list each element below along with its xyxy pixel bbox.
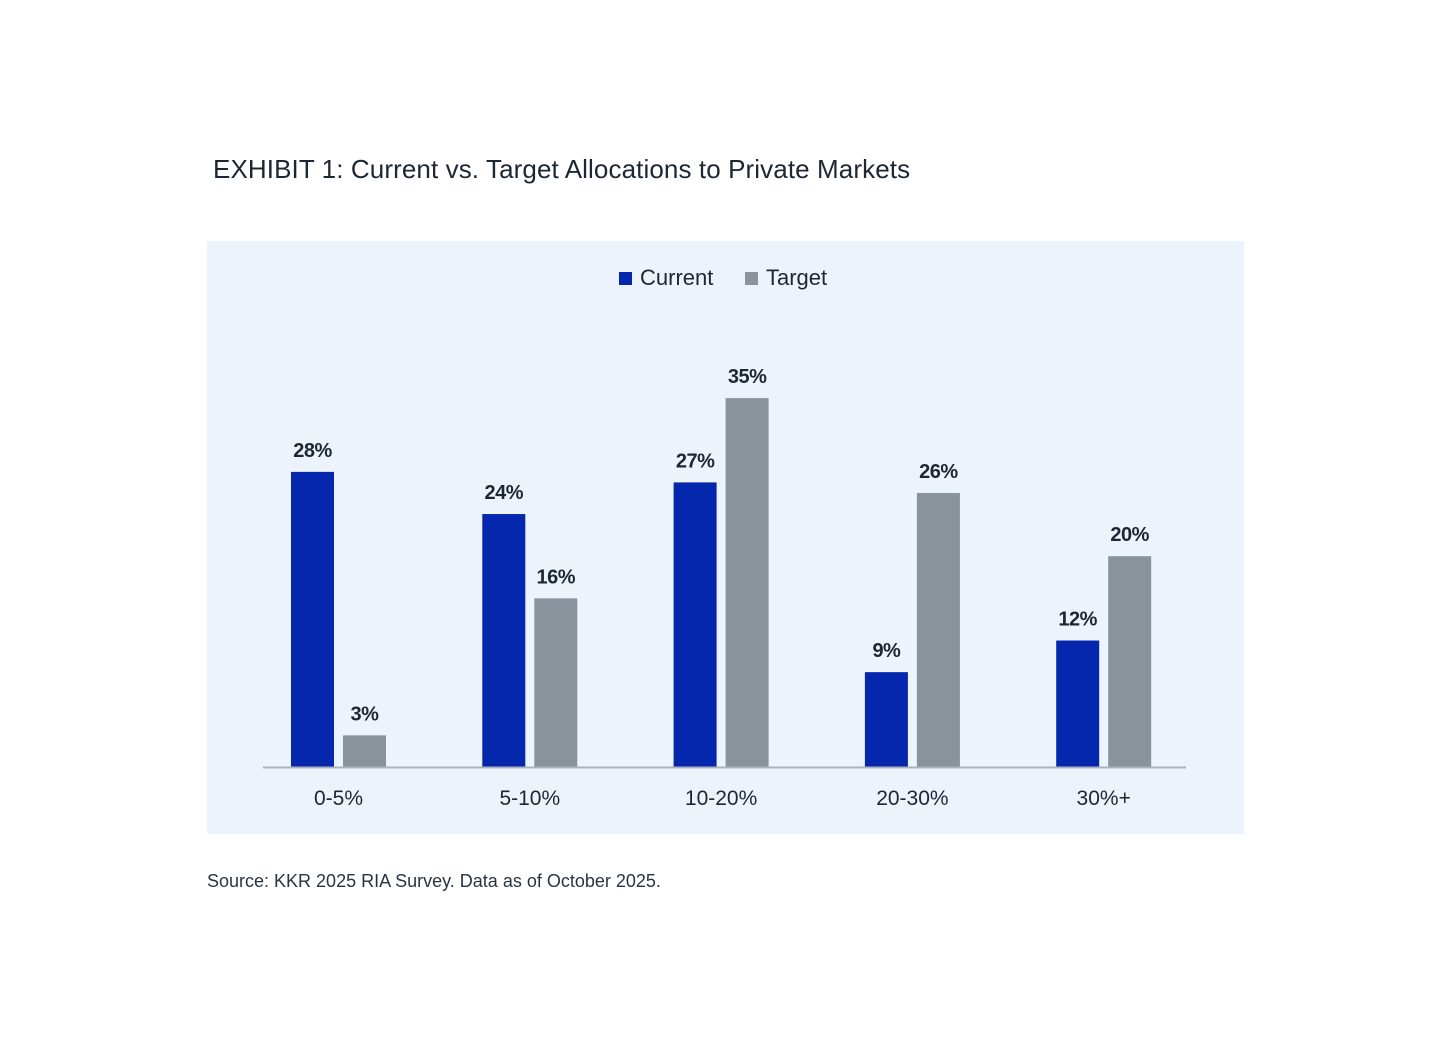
bar-target-3 <box>916 492 960 767</box>
data-label-target-1: 16% <box>537 566 576 588</box>
data-label-target-0: 3% <box>351 703 380 725</box>
category-label-2: 10-20% <box>685 787 757 810</box>
data-label-current-0: 28% <box>293 440 332 462</box>
category-label-4: 30%+ <box>1077 787 1131 810</box>
bar-target-1 <box>534 598 578 767</box>
bar-target-0 <box>343 735 386 767</box>
chart-title: EXHIBIT 1: Current vs. Target Allocation… <box>213 154 911 184</box>
category-label-0: 0-5% <box>314 787 363 810</box>
bar-current-0 <box>291 471 334 767</box>
bar-current-1 <box>482 514 526 767</box>
data-label-target-3: 26% <box>919 461 958 483</box>
legend-label-current: Current <box>640 265 713 290</box>
legend-swatch-current <box>619 272 632 285</box>
data-label-current-4: 12% <box>1058 609 1097 631</box>
data-label-target-4: 20% <box>1110 524 1149 546</box>
data-label-target-2: 35% <box>728 366 767 388</box>
legend-label-target: Target <box>766 265 827 290</box>
bar-current-4 <box>1056 640 1100 767</box>
bar-chart: Current Target 28% 3% 0-5% 24% 16% 5-10% 27% 35% 1… <box>263 265 1186 810</box>
data-label-current-3: 9% <box>872 640 901 662</box>
category-label-3: 20-30% <box>876 787 948 810</box>
bar-current-3 <box>864 672 908 767</box>
bar-current-2 <box>673 482 717 767</box>
legend-swatch-target <box>745 272 758 285</box>
chart-panel: Current Target 28% 3% 0-5% 24% 16% 5-10% 27% 35% 1… <box>207 241 1244 834</box>
bar-target-2 <box>725 398 769 767</box>
category-label-1: 5-10% <box>499 787 560 810</box>
source-note: Source: KKR 2025 RIA Survey. Data as of … <box>207 871 661 891</box>
bar-target-4 <box>1108 556 1152 767</box>
data-label-current-2: 27% <box>676 450 715 472</box>
data-label-current-1: 24% <box>485 482 524 504</box>
